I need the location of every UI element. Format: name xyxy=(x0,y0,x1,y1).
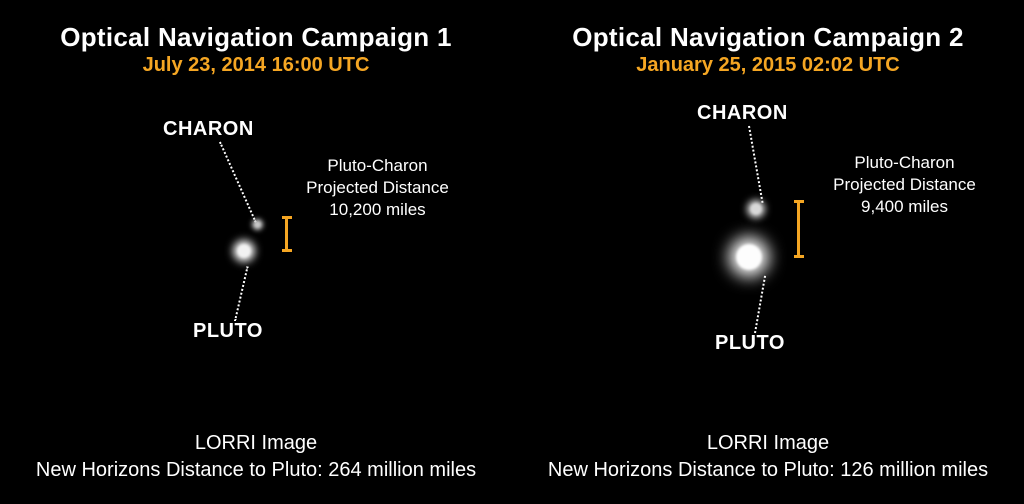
distance-line-1: Pluto-Charon xyxy=(327,156,427,175)
panel-campaign-2: Optical Navigation Campaign 2 January 25… xyxy=(512,0,1024,504)
pluto-label: PLUTO xyxy=(715,332,785,355)
panel-title: Optical Navigation Campaign 2 xyxy=(512,22,1024,53)
pluto-icon xyxy=(736,244,762,270)
panel-date: January 25, 2015 02:02 UTC xyxy=(512,54,1024,77)
pluto-label: PLUTO xyxy=(193,320,263,343)
distance-label: Pluto-Charon Projected Distance 9,400 mi… xyxy=(822,152,987,218)
distance-line-2: Projected Distance xyxy=(833,175,976,194)
charon-label: CHARON xyxy=(163,118,254,141)
pluto-icon xyxy=(237,244,251,258)
distance-bracket-icon xyxy=(282,216,292,252)
footer-line-1: LORRI Image xyxy=(195,432,317,454)
panel-date: July 23, 2014 16:00 UTC xyxy=(0,54,512,77)
charon-label: CHARON xyxy=(697,102,788,125)
panel-footer: LORRI Image New Horizons Distance to Plu… xyxy=(0,430,512,484)
distance-line-1: Pluto-Charon xyxy=(854,153,954,172)
charon-icon xyxy=(254,221,261,228)
leader-line-charon xyxy=(748,126,764,203)
leader-line-pluto xyxy=(754,276,766,333)
panel-campaign-1: Optical Navigation Campaign 1 July 23, 2… xyxy=(0,0,512,504)
distance-bracket-icon xyxy=(794,200,804,258)
panel-title: Optical Navigation Campaign 1 xyxy=(0,22,512,53)
footer-line-2: New Horizons Distance to Pluto: 264 mill… xyxy=(36,459,476,481)
distance-label: Pluto-Charon Projected Distance 10,200 m… xyxy=(295,155,460,221)
distance-value: 10,200 miles xyxy=(329,200,425,219)
leader-line-charon xyxy=(219,142,257,223)
footer-line-2: New Horizons Distance to Pluto: 126 mill… xyxy=(548,459,988,481)
charon-icon xyxy=(750,203,762,215)
footer-line-1: LORRI Image xyxy=(707,432,829,454)
distance-value: 9,400 miles xyxy=(861,197,948,216)
panel-footer: LORRI Image New Horizons Distance to Plu… xyxy=(512,430,1024,484)
leader-line-pluto xyxy=(234,266,249,321)
distance-line-2: Projected Distance xyxy=(306,178,449,197)
